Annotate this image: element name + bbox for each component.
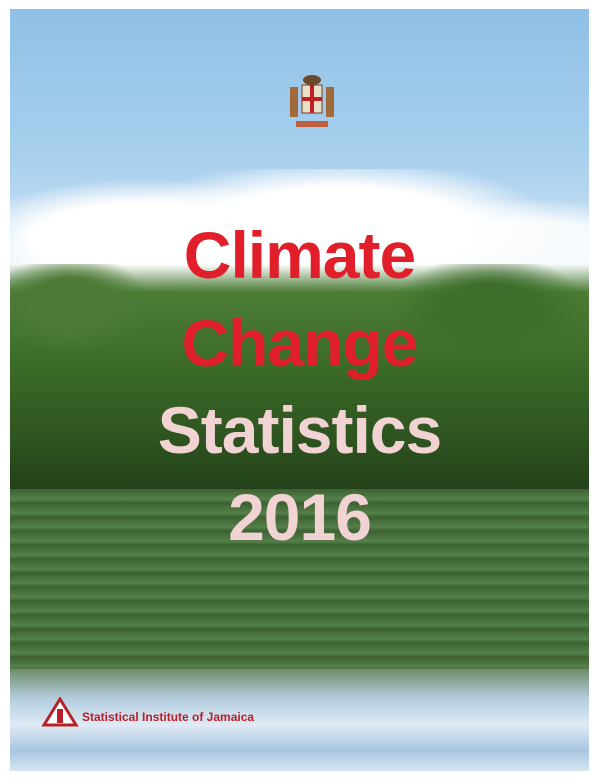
logo-bar [57, 709, 63, 723]
title-line: Change [10, 305, 589, 381]
publisher: Statistical Institute of Jamaica [82, 710, 254, 724]
title-line: 2016 [10, 479, 589, 555]
supporter [290, 87, 298, 117]
publisher-logo [40, 697, 80, 729]
page: Climate Change Statistics 2016 Statistic… [0, 0, 598, 779]
cover-image: Climate Change Statistics 2016 Statistic… [10, 9, 589, 771]
motto-scroll [296, 121, 328, 127]
cross [302, 97, 322, 101]
coat-of-arms [280, 71, 344, 135]
supporter [326, 87, 334, 117]
crest [303, 75, 321, 85]
title-line: Climate [10, 217, 589, 293]
title-line: Statistics [10, 392, 589, 468]
